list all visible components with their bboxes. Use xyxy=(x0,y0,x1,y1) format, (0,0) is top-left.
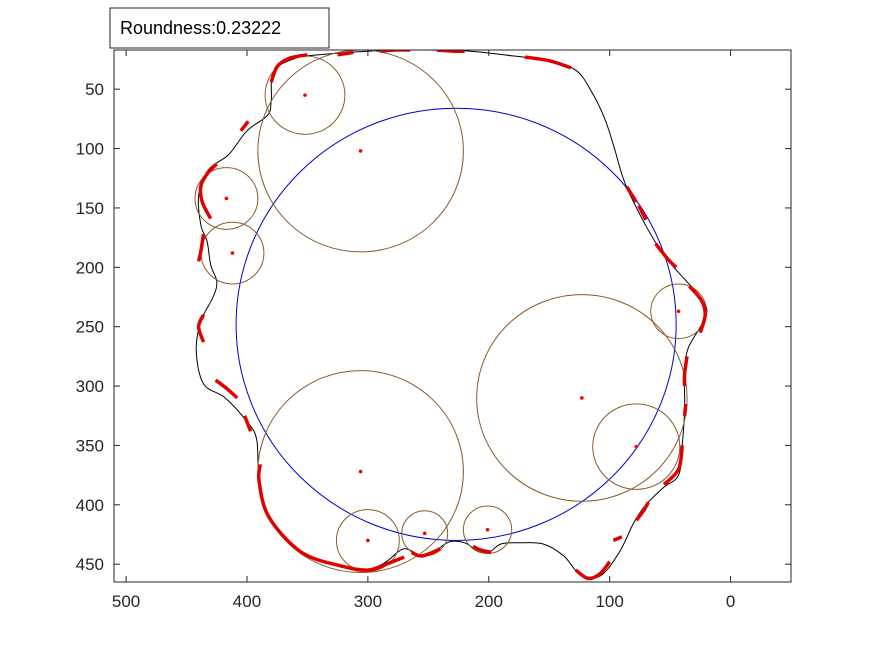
corner-segment-2 xyxy=(337,50,354,57)
y-tick-label-250: 250 xyxy=(76,318,104,337)
corner-segment-7 xyxy=(637,204,648,221)
corner-segment-18 xyxy=(256,464,405,572)
x-tick-label-0: 0 xyxy=(726,592,735,611)
annotation-text: Roundness:0.23222 xyxy=(120,18,281,38)
corner-segment-22 xyxy=(196,233,206,262)
x-tick-label-300: 300 xyxy=(354,592,382,611)
inscribed-circle-3 xyxy=(194,167,259,230)
y-tick-label-150: 150 xyxy=(76,199,104,218)
corner-segment-23 xyxy=(198,162,218,220)
circle-center-3 xyxy=(224,196,229,201)
plot-area xyxy=(194,50,708,581)
corner-segment-3 xyxy=(379,50,411,53)
y-tick-label-350: 350 xyxy=(76,436,104,455)
y-tick-label-450: 450 xyxy=(76,555,104,574)
x-tick-label-500: 500 xyxy=(112,592,140,611)
x-tick-label-100: 100 xyxy=(595,592,623,611)
x-tick-label-200: 200 xyxy=(475,592,503,611)
axis-ticks: 500 400 300 200 100 0 50 100 150 200 250 300 350 400 4… xyxy=(76,50,791,611)
circle-center-10 xyxy=(422,531,427,536)
x-tick-label-400: 400 xyxy=(233,592,261,611)
corner-segment-17 xyxy=(410,547,442,558)
corner-segment-21 xyxy=(196,314,206,343)
circle-center-1 xyxy=(303,93,307,97)
corner-segment-16 xyxy=(472,544,492,555)
y-tick-label-200: 200 xyxy=(76,258,104,277)
corner-segment-24 xyxy=(239,120,250,132)
y-tick-label-300: 300 xyxy=(76,377,104,396)
circle-center-11 xyxy=(485,527,490,532)
circle-center-8 xyxy=(358,469,363,474)
corner-segment-11 xyxy=(682,403,688,416)
corner-segment-1 xyxy=(269,53,308,83)
y-tick-label-100: 100 xyxy=(76,140,104,159)
corner-segment-9 xyxy=(688,285,707,334)
corner-segment-13 xyxy=(634,501,650,522)
corner-segment-10 xyxy=(682,356,689,387)
corner-segment-6 xyxy=(625,185,638,203)
axes-box xyxy=(113,49,792,583)
corner-segment-14 xyxy=(612,535,623,543)
circle-center-5 xyxy=(676,309,681,314)
circle-center-6 xyxy=(580,396,584,400)
corner-segment-15 xyxy=(574,560,612,581)
annotation-box xyxy=(109,7,330,49)
y-tick-label-50: 50 xyxy=(85,80,104,99)
y-tick-label-400: 400 xyxy=(76,496,104,515)
circle-center-4 xyxy=(230,251,235,255)
inscribed-circle-11 xyxy=(462,505,513,554)
corner-segment-5 xyxy=(524,55,572,70)
corner-segment-8 xyxy=(654,242,678,269)
enclosing-circle xyxy=(235,107,677,541)
data-marks xyxy=(194,50,708,581)
corner-segment-12 xyxy=(662,445,684,486)
circle-center-9 xyxy=(366,538,370,543)
inscribed-circle-7 xyxy=(592,403,681,490)
inscribed-circle-6 xyxy=(476,294,688,502)
circle-center-2 xyxy=(358,149,363,153)
circle-center-7 xyxy=(634,444,639,449)
roundness-annotation: Roundness:0.23222 xyxy=(109,7,330,49)
inscribed-circle-2 xyxy=(257,50,464,253)
corner-segment-19 xyxy=(242,415,253,432)
corner-segment-20 xyxy=(214,378,239,400)
